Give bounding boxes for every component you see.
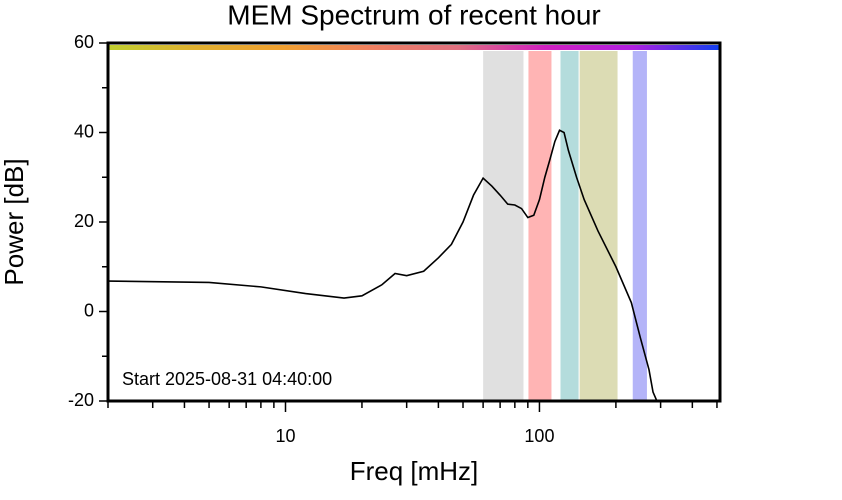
- x-axis-label: Freq [mHz]: [350, 456, 479, 486]
- band: [528, 51, 552, 401]
- band: [483, 51, 524, 401]
- annotation: Start 2025-08-31 04:40:00: [122, 369, 332, 389]
- chart-title: MEM Spectrum of recent hour: [227, 0, 600, 30]
- band: [632, 51, 647, 401]
- spectrum-line: [108, 129, 658, 401]
- x-tick-label: 10: [275, 426, 295, 446]
- y-tick-label: 60: [74, 32, 94, 52]
- y-tick-label: -20: [68, 390, 94, 410]
- y-axis-label: Power [dB]: [0, 158, 29, 285]
- top-color-bar: [108, 45, 720, 50]
- y-tick-label: 40: [74, 121, 94, 141]
- band: [579, 51, 618, 401]
- y-tick-label: 20: [74, 211, 94, 231]
- x-tick-label: 100: [524, 426, 554, 446]
- y-tick-label: 0: [84, 300, 94, 320]
- plot-frame: [106, 41, 722, 403]
- band: [560, 51, 579, 401]
- plot-area: [108, 45, 720, 401]
